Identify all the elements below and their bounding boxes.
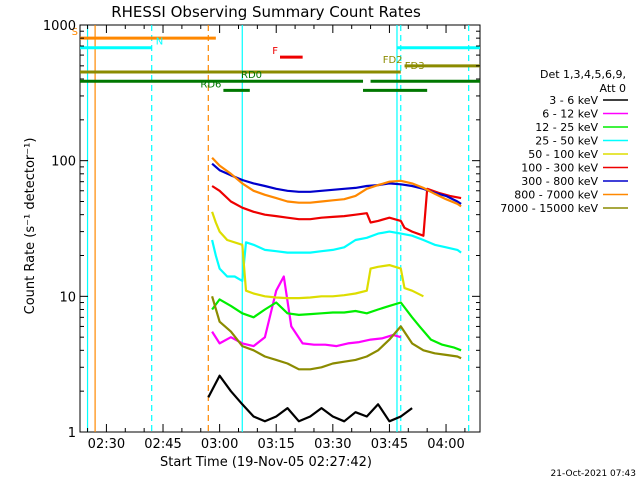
y-tick-label: 10 — [59, 290, 76, 305]
axis-ticks: 1 10 100 1000 02:30 02:45 03:00 03:15 03:30 03:45… — [43, 19, 480, 452]
chart-frame — [79, 24, 481, 433]
series-line — [211, 298, 462, 352]
x-tick-label: 03:00 — [201, 437, 238, 452]
x-tick-label: 03:15 — [257, 437, 294, 452]
timestamp-footer: 21-Oct-2021 07:43 — [551, 469, 636, 479]
vertical-markers — [86, 25, 470, 432]
series-line — [211, 185, 462, 237]
x-tick-label: 04:00 — [427, 437, 464, 452]
series-line — [211, 230, 462, 282]
y-tick-label: 1000 — [43, 19, 76, 34]
legend-entry-label: 3 - 6 keV — [549, 94, 598, 107]
series-line — [211, 211, 424, 300]
x-axis-label: Start Time (19-Nov-05 02:27:42) — [160, 455, 372, 470]
flag-label: RD6 — [200, 79, 221, 90]
legend-entry-label: 800 - 7000 keV — [514, 189, 598, 202]
series-line — [211, 162, 462, 205]
flag-label: N — [156, 37, 163, 48]
x-tick-label: 03:30 — [314, 437, 351, 452]
legend-entry-label: 100 - 300 keV — [521, 162, 598, 175]
flag-label: RD0 — [241, 70, 262, 81]
legend-header-line2: Att 0 — [600, 82, 626, 95]
series-line — [211, 275, 402, 348]
plot-frame — [79, 24, 481, 433]
y-axis-label: Count Rate (s⁻¹ detector⁻¹) — [23, 138, 38, 315]
legend-entry-label: 50 - 100 keV — [528, 148, 598, 161]
flag-label: FD2 — [383, 55, 403, 66]
series-line — [211, 157, 462, 208]
chart-title: RHESSI Observing Summary Count Rates — [111, 3, 421, 21]
flag-label: F — [272, 46, 278, 57]
legend-entry-label: 12 - 25 keV — [535, 121, 598, 134]
flag-label: S — [72, 27, 78, 38]
legend-entry-label: 7000 - 15000 keV — [500, 202, 598, 215]
x-tick-label: 03:45 — [371, 437, 408, 452]
flag-label: FD3 — [405, 61, 425, 72]
legend-entry-label: 25 - 50 keV — [535, 135, 598, 148]
series-line — [207, 374, 413, 423]
legend-entry-label: 300 - 800 keV — [521, 175, 598, 188]
y-tick-label: 100 — [51, 155, 76, 170]
legend-header-line1: Det 1,3,4,5,6,9, — [540, 68, 626, 81]
x-tick-label: 02:45 — [144, 437, 181, 452]
series-lines — [207, 157, 462, 423]
series-line — [211, 295, 462, 371]
y-tick-label: 1 — [68, 426, 76, 441]
x-tick-label: 02:30 — [88, 437, 125, 452]
legend-entry-label: 6 - 12 keV — [542, 108, 598, 121]
